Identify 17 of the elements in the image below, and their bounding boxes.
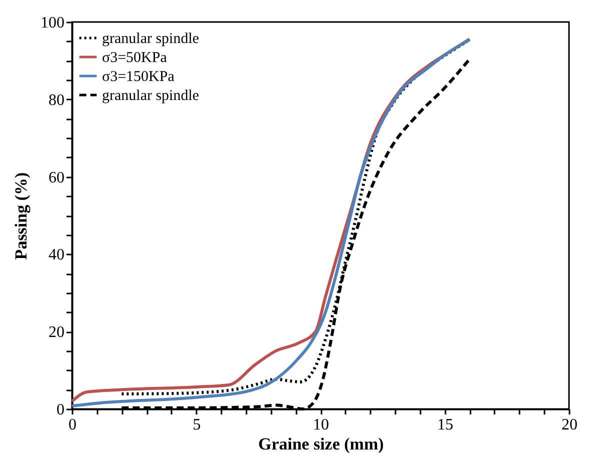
legend-label: granular spindle: [102, 31, 200, 47]
y-tick-label: 40: [48, 246, 64, 264]
y-tick-label: 60: [48, 169, 64, 186]
y-tick-label: 20: [48, 324, 64, 342]
y-tick-label: 0: [56, 402, 64, 418]
y-tick-label: 80: [48, 92, 64, 109]
legend-label: σ3=150KPa: [102, 69, 175, 85]
legend-label: granular spindle: [102, 88, 200, 104]
x-tick-label: 10: [313, 416, 329, 434]
x-tick-label: 5: [192, 416, 201, 434]
x-tick-label: 0: [68, 416, 76, 434]
y-tick-label: 100: [40, 14, 64, 32]
x-tick-label: 20: [562, 416, 578, 434]
y-axis-title: Passing (%): [12, 172, 30, 260]
legend-label: σ3=50KPa: [102, 50, 168, 66]
x-tick-label: 15: [437, 416, 454, 434]
x-axis-title: Graine size (mm): [258, 434, 384, 454]
